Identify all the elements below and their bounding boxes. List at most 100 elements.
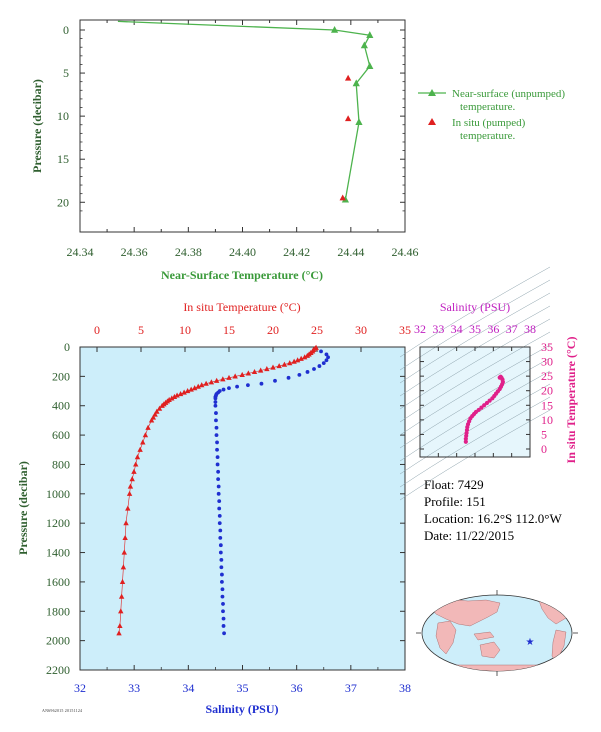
profile-salinity-point [221, 624, 226, 628]
profile-salinity-point [312, 367, 316, 371]
profile-temperature-point [239, 371, 245, 377]
profile-pressure-tick-label: 0 [64, 340, 70, 354]
near-surface-x-tick-label: 24.42 [283, 245, 310, 259]
profile-salinity-point [216, 491, 221, 496]
ts-series [463, 374, 505, 444]
profile-temperature-axis-label: In situ Temperature (°C) [183, 300, 300, 314]
profile-salinity-point [217, 521, 222, 526]
ts-temperature-tick-label: 35 [541, 340, 553, 354]
profile-temperature-point [232, 373, 238, 379]
profile-temperature-point [125, 505, 131, 511]
near-surface-y-tick-label: 20 [57, 195, 69, 209]
ts-density-contour [399, 357, 551, 449]
profile-pressure-tick-label: 2200 [46, 663, 70, 677]
profile-temperature-point [174, 392, 180, 398]
profile-salinity-point [235, 384, 239, 389]
profile-temperature-point [118, 593, 125, 599]
profile-salinity-point [259, 381, 264, 386]
near-surface-unpumped-point [352, 79, 360, 87]
profile-salinity-tick-label: 32 [74, 681, 86, 695]
profile-salinity-point [326, 355, 330, 360]
profile-salinity-point [219, 557, 224, 562]
near-surface-unpumped-point [366, 31, 374, 38]
near-surface-unpumped-line [117, 20, 371, 200]
profile-temperature-point [245, 370, 252, 376]
ts-density-contour [399, 344, 551, 436]
profile-temperature-point [276, 363, 282, 369]
near-surface-unpumped-point [330, 26, 339, 33]
profile-temperature-point [291, 358, 297, 364]
profile-temperature-point [137, 446, 143, 452]
profile-salinity-point [220, 594, 225, 599]
float-info-block: Float: 7429 Profile: 151 Location: 16.2°… [424, 476, 562, 544]
profile-temperature-point [119, 578, 126, 585]
ts-temperature-tick-label: 15 [541, 398, 553, 412]
profile-temperature-tick-label: 5 [138, 323, 144, 337]
profile-temperature-point [191, 385, 198, 391]
profile-temperature-point [270, 364, 276, 370]
legend-unpumped-marker [428, 89, 436, 96]
profile-salinity-ticks: 32 33 34 35 36 37 38 [74, 665, 411, 695]
profile-pressure-tick-label: 600 [52, 428, 70, 442]
profile-temperature-point [208, 379, 215, 385]
profile-salinity-point [215, 455, 220, 460]
near-surface-y-tick-label: 5 [63, 66, 69, 80]
footer-code: AN6962015 20151124 [42, 708, 83, 713]
profile-salinity-point [213, 396, 218, 401]
profile-salinity-point [217, 513, 222, 518]
profile-temperature-point [148, 417, 155, 423]
profile-salinity-point [321, 361, 326, 366]
profile-salinity-point [214, 425, 219, 430]
profile-pressure-tick-label: 200 [52, 369, 70, 383]
profile-pressure-tick-label: 800 [52, 457, 70, 471]
profile-temperature-point [257, 367, 264, 373]
profile-temperature-tick-label: 15 [223, 323, 235, 337]
profile-temperature-tick-label: 20 [267, 323, 279, 337]
profile-temperature-ticks: 0 5 10 15 20 25 30 35 [94, 323, 411, 352]
profile-temperature-point [116, 630, 122, 636]
profile-salinity-point [286, 375, 291, 380]
ts-point [463, 439, 468, 444]
profile-salinity-point [219, 565, 224, 570]
profile-temperature-point [169, 395, 175, 401]
profile-temperature-point [127, 483, 134, 489]
profile-salinity-tick-label: 33 [128, 681, 140, 695]
location-map: ★ [416, 590, 578, 676]
profile-salinity-point [305, 370, 310, 374]
near-surface-y-tick-label: 0 [63, 23, 69, 37]
profile-salinity-point [221, 602, 225, 606]
profile-salinity-tick-label: 35 [237, 681, 249, 695]
profile-salinity-point [324, 358, 329, 363]
profile-temperature-point [140, 439, 146, 445]
near-surface-unpumped-point [355, 118, 363, 125]
profile-temperature-point [120, 564, 127, 570]
profile-salinity-point [214, 433, 219, 437]
profile-temperature-point [195, 383, 201, 389]
ts-temperature-tick-label: 30 [541, 355, 553, 369]
near-surface-x-tick-label: 24.44 [337, 245, 364, 259]
ts-salinity-tick-label: 38 [524, 322, 536, 336]
profile-salinity-point [297, 372, 302, 377]
near-surface-legend: Near-surface (unpumped) temperature. In … [418, 88, 565, 142]
profile-salinity-point [216, 484, 221, 489]
profile-salinity-point [324, 352, 329, 357]
profile-temperature-point [129, 476, 135, 482]
profile-salinity-point [221, 616, 226, 621]
profile-salinity-point [217, 506, 222, 511]
profile-pressure-tick-label: 1000 [46, 487, 70, 501]
profile-temperature-point [117, 622, 123, 629]
ts-salinity-tick-label: 32 [414, 322, 426, 336]
ts-salinity-tick-label: 35 [469, 322, 481, 336]
profile-temperature-point [213, 377, 220, 383]
near-surface-y-tick-label: 10 [57, 109, 69, 123]
profile-panel: 0 5 10 15 20 25 30 35 32 33 34 35 36 37 38 0 200 400 600… [16, 300, 411, 716]
profile-temperature-point [301, 354, 308, 360]
profile-salinity-point [216, 469, 221, 474]
ts-temperature-tick-label: 0 [541, 442, 547, 456]
float-location: Location: 16.2°S 112.0°W [424, 511, 562, 526]
ts-temperature-tick-label: 25 [541, 369, 553, 383]
profile-temperature-point [226, 374, 232, 380]
near-surface-x-tick-label: 24.38 [175, 245, 202, 259]
